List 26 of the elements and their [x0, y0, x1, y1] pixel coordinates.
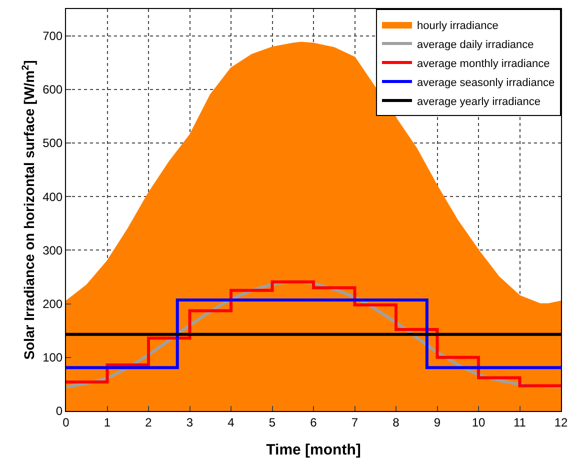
y-tick-label: 100: [42, 350, 63, 365]
y-tick-label: 400: [42, 190, 63, 204]
x-tick-label: 9: [434, 415, 441, 430]
legend-label: average daily irradiance: [417, 38, 534, 51]
y-tick-label: 700: [42, 29, 63, 43]
x-tick-label: 1: [104, 415, 111, 430]
x-tick-label: 5: [268, 415, 276, 430]
y-tick-label: 600: [42, 82, 63, 97]
x-tick-label: 12: [554, 415, 568, 430]
y-tick-label: 0: [56, 404, 63, 418]
y-tick-label: 500: [42, 136, 63, 150]
legend-label: hourly irradiance: [417, 20, 498, 32]
x-tick-label: 8: [392, 415, 400, 430]
legend-label: average yearly irradiance: [417, 96, 541, 108]
x-tick-label: 2: [145, 415, 152, 430]
x-axis-title: Time [month]: [266, 441, 361, 458]
x-tick-label: 3: [186, 415, 194, 430]
legend-label: average seasonly irradiance: [417, 76, 555, 89]
x-tick-label: 10: [472, 415, 486, 430]
x-tick-label: 7: [351, 415, 358, 430]
legend-label: average monthly irradiance: [417, 58, 550, 70]
y-tick-label: 300: [42, 243, 63, 258]
x-tick-label: 11: [514, 415, 526, 430]
x-tick-label: 6: [310, 415, 318, 430]
x-tick-label: 4: [228, 415, 235, 430]
y-tick-label: 200: [42, 297, 63, 311]
